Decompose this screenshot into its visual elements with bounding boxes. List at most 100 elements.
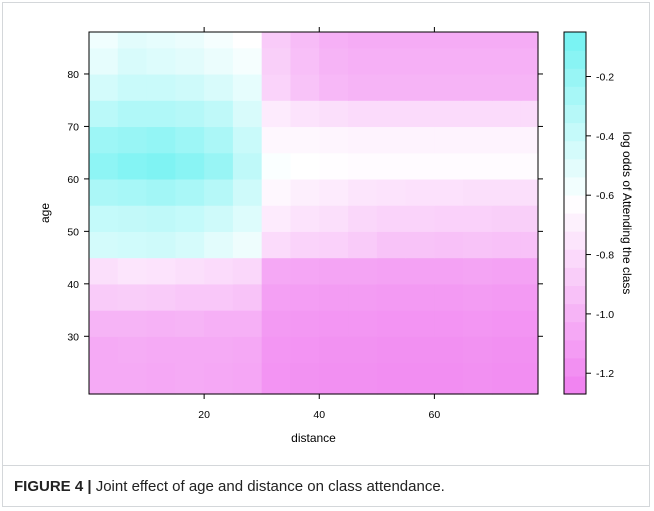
heatmap-cell bbox=[376, 126, 407, 154]
heatmap-cell bbox=[520, 73, 539, 101]
heatmap-cell bbox=[405, 257, 435, 285]
heatmap-cell bbox=[319, 310, 349, 337]
heatmap-cell bbox=[376, 336, 407, 364]
heatmap-cell bbox=[434, 310, 464, 337]
heatmap-cell bbox=[175, 100, 205, 128]
colorbar-segment bbox=[564, 32, 586, 51]
colorbar-segment bbox=[564, 213, 586, 232]
heatmap-chart: 20 40 60 30 40 50 60 70 80 distance age -0.2 -0.4… bbox=[38, 27, 634, 445]
heatmap-cell bbox=[405, 32, 435, 49]
heatmap-cell bbox=[290, 32, 320, 49]
colorbar-segment bbox=[564, 158, 586, 178]
heatmap-cell bbox=[348, 310, 378, 337]
heatmap-cell bbox=[520, 336, 539, 364]
heatmap-cell bbox=[261, 310, 292, 337]
y-tick-label: 60 bbox=[67, 174, 79, 186]
heatmap-cell bbox=[117, 126, 148, 154]
heatmap-cell bbox=[261, 178, 292, 206]
colorbar-segment bbox=[564, 303, 586, 323]
heatmap-cell bbox=[175, 205, 205, 232]
heatmap-cell bbox=[261, 283, 292, 311]
heatmap-cell bbox=[319, 362, 349, 395]
heatmap-cell bbox=[117, 205, 148, 232]
heatmap-cell bbox=[204, 152, 234, 180]
heatmap-cell bbox=[348, 205, 378, 232]
heatmap-cell bbox=[405, 73, 435, 101]
heatmap-cell bbox=[348, 362, 378, 395]
heatmap-cell bbox=[146, 126, 176, 154]
heatmap-cell bbox=[491, 47, 522, 75]
colorbar-segment bbox=[564, 285, 586, 305]
heatmap-cell bbox=[232, 336, 263, 364]
heatmap-cell bbox=[261, 100, 292, 128]
heatmap-cell bbox=[376, 32, 407, 49]
heatmap-cell bbox=[261, 47, 292, 75]
colorbar-segment bbox=[564, 194, 586, 214]
heatmap-cell bbox=[491, 362, 522, 395]
heatmap-cell bbox=[405, 205, 435, 232]
heatmap-cell bbox=[89, 47, 119, 75]
heatmap-cell bbox=[146, 336, 176, 364]
heatmap-cell bbox=[146, 152, 176, 180]
heatmap-cells bbox=[89, 32, 539, 395]
heatmap-cell bbox=[117, 336, 148, 364]
heatmap-cell bbox=[434, 100, 464, 128]
x-tick-label: 60 bbox=[429, 409, 441, 421]
heatmap-cell bbox=[146, 257, 176, 285]
heatmap-cell bbox=[348, 73, 378, 101]
heatmap-cell bbox=[175, 32, 205, 49]
heatmap-cell bbox=[491, 32, 522, 49]
heatmap-cell bbox=[146, 32, 176, 49]
heatmap-cell bbox=[232, 231, 263, 259]
x-axis-title: distance bbox=[291, 431, 336, 445]
heatmap-cell bbox=[290, 100, 320, 128]
heatmap-cell bbox=[463, 362, 493, 395]
heatmap-cell bbox=[319, 178, 349, 206]
heatmap-cell bbox=[146, 100, 176, 128]
heatmap-cell bbox=[117, 283, 148, 311]
heatmap-cell bbox=[204, 178, 234, 206]
heatmap-cell bbox=[204, 126, 234, 154]
heatmap-cell bbox=[520, 205, 539, 232]
heatmap-cell bbox=[348, 257, 378, 285]
heatmap-cell bbox=[89, 178, 119, 206]
heatmap-cell bbox=[175, 178, 205, 206]
heatmap-cell bbox=[520, 100, 539, 128]
heatmap-cell bbox=[204, 32, 234, 49]
heatmap-cell bbox=[319, 100, 349, 128]
heatmap-cell bbox=[434, 126, 464, 154]
heatmap-cell bbox=[117, 310, 148, 337]
heatmap-cell bbox=[232, 100, 263, 128]
heatmap-cell bbox=[117, 100, 148, 128]
heatmap-cell bbox=[89, 336, 119, 364]
heatmap-cell bbox=[89, 205, 119, 232]
heatmap-cell bbox=[405, 100, 435, 128]
heatmap-cell bbox=[405, 152, 435, 180]
heatmap-cell bbox=[117, 257, 148, 285]
heatmap-cell bbox=[491, 100, 522, 128]
heatmap-cell bbox=[434, 336, 464, 364]
heatmap-cell bbox=[146, 73, 176, 101]
plot-border bbox=[88, 31, 539, 395]
colorbar-segment bbox=[564, 104, 586, 124]
heatmap-cell bbox=[146, 205, 176, 232]
heatmap-cell bbox=[463, 126, 493, 154]
colorbar-segment bbox=[564, 357, 586, 377]
heatmap-cell bbox=[232, 178, 263, 206]
heatmap-cell bbox=[434, 32, 464, 49]
heatmap-cell bbox=[89, 126, 119, 154]
heatmap-cell bbox=[434, 178, 464, 206]
heatmap-cell bbox=[348, 126, 378, 154]
heatmap-cell bbox=[491, 73, 522, 101]
colorbar-segment bbox=[564, 140, 586, 160]
heatmap-cell bbox=[261, 336, 292, 364]
heatmap-cell bbox=[376, 283, 407, 311]
colorbar-segment bbox=[564, 375, 586, 395]
heatmap-cell bbox=[232, 283, 263, 311]
heatmap-cell bbox=[405, 178, 435, 206]
heatmap-cell bbox=[434, 231, 464, 259]
heatmap-cell bbox=[204, 231, 234, 259]
heatmap-cell bbox=[405, 47, 435, 75]
heatmap-cell bbox=[261, 205, 292, 232]
heatmap-cell bbox=[261, 231, 292, 259]
